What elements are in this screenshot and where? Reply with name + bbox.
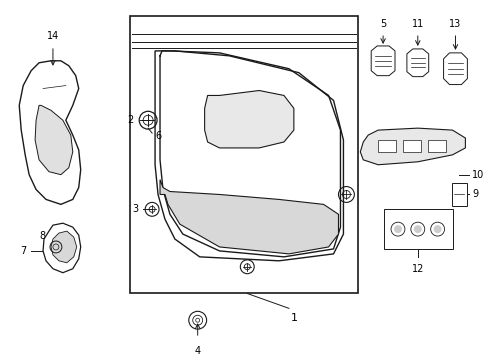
Bar — [450, 183, 467, 206]
Polygon shape — [43, 223, 81, 273]
Circle shape — [393, 225, 401, 233]
Text: 13: 13 — [448, 19, 461, 29]
Text: 12: 12 — [411, 264, 423, 274]
Text: 6: 6 — [155, 131, 161, 141]
Polygon shape — [160, 180, 338, 254]
Text: 7: 7 — [20, 246, 26, 256]
Bar — [402, 140, 420, 152]
Bar — [377, 140, 395, 152]
Text: 11: 11 — [411, 19, 423, 29]
Text: 2: 2 — [127, 115, 133, 125]
Text: 3: 3 — [132, 204, 138, 214]
Bar — [130, 16, 358, 293]
Text: 1: 1 — [290, 313, 297, 323]
FancyBboxPatch shape — [383, 209, 451, 249]
Polygon shape — [19, 61, 81, 204]
Polygon shape — [204, 90, 293, 148]
Polygon shape — [443, 53, 467, 85]
Text: 14: 14 — [47, 31, 59, 41]
Polygon shape — [406, 49, 428, 77]
Polygon shape — [51, 231, 77, 263]
Text: 5: 5 — [379, 19, 386, 29]
Polygon shape — [370, 46, 394, 76]
Text: 10: 10 — [471, 170, 484, 180]
Circle shape — [433, 225, 441, 233]
Text: 9: 9 — [471, 189, 477, 199]
Polygon shape — [155, 51, 343, 261]
Polygon shape — [360, 128, 465, 165]
Polygon shape — [35, 105, 73, 175]
Bar — [427, 140, 445, 152]
Circle shape — [413, 225, 421, 233]
Text: 8: 8 — [39, 231, 45, 241]
Text: 4: 4 — [194, 346, 201, 356]
